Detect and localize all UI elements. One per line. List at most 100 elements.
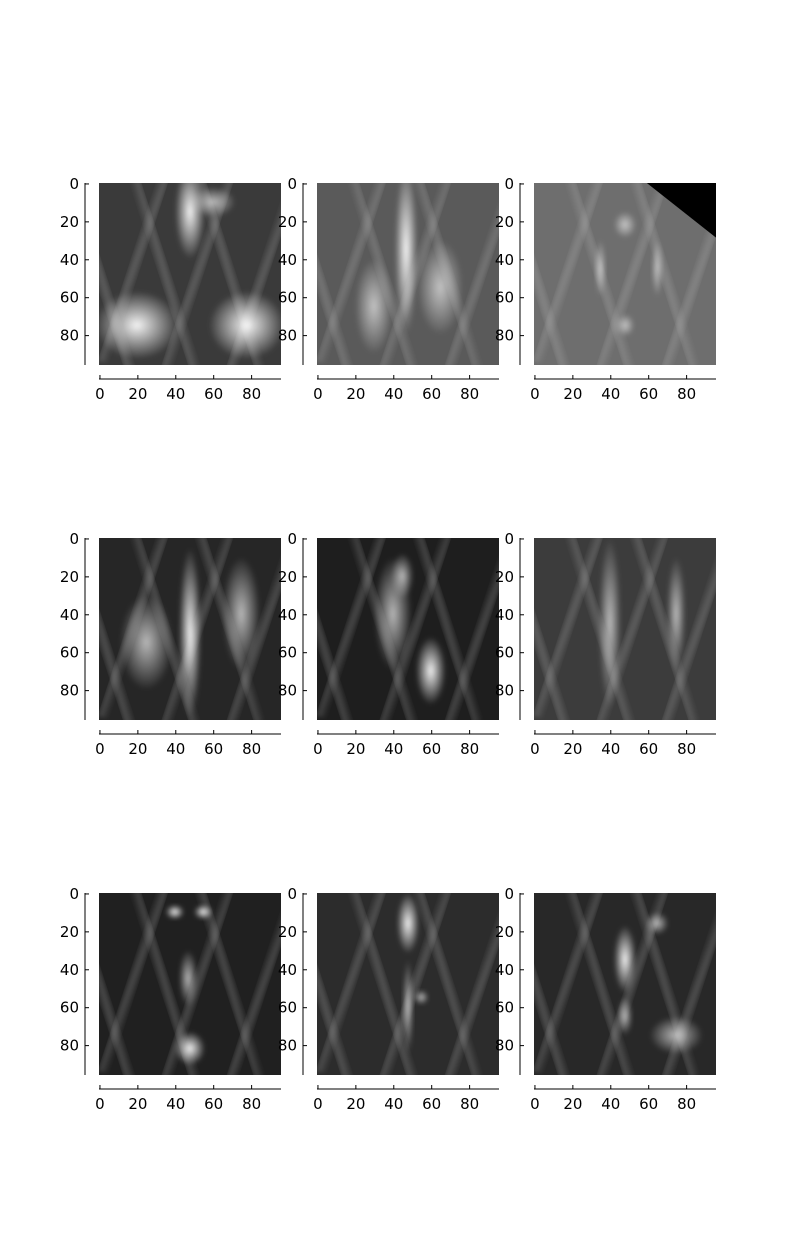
- x-tick-label: 20: [128, 385, 147, 403]
- y-tick-label: 60: [278, 644, 297, 662]
- y-tick-label: 0: [69, 885, 79, 903]
- grayscale-image: [99, 183, 281, 365]
- y-tick-label: 80: [60, 682, 79, 700]
- y-tick-label: 40: [60, 251, 79, 269]
- y-tick-label: 80: [60, 327, 79, 345]
- y-tick-label: 40: [278, 251, 297, 269]
- y-tick-label: 20: [495, 213, 514, 231]
- x-tick-label: 0: [530, 385, 540, 403]
- y-tick-label: 60: [278, 999, 297, 1017]
- x-tick-label: 80: [242, 1095, 261, 1113]
- y-tick-label: 40: [60, 606, 79, 624]
- x-tick-label: 80: [677, 740, 696, 758]
- y-tick-label: 80: [495, 682, 514, 700]
- x-tick-label: 40: [166, 1095, 185, 1113]
- x-tick-label: 60: [639, 385, 658, 403]
- x-tick-label: 20: [346, 740, 365, 758]
- y-tick-label: 20: [495, 923, 514, 941]
- x-tick-label: 20: [563, 1095, 582, 1113]
- y-tick-label: 20: [60, 568, 79, 586]
- x-tick-label: 20: [346, 385, 365, 403]
- grayscale-image: [99, 538, 281, 720]
- x-tick-label: 0: [530, 740, 540, 758]
- x-tick-label: 20: [346, 1095, 365, 1113]
- y-tick-label: 0: [69, 530, 79, 548]
- x-tick-label: 60: [204, 385, 223, 403]
- y-tick-label: 0: [287, 175, 297, 193]
- x-tick-label: 80: [677, 1095, 696, 1113]
- y-tick-label: 20: [278, 213, 297, 231]
- image-panel: 0 20 40 60 80 0 20 40 60 80: [60, 175, 281, 403]
- y-tick-label: 40: [60, 961, 79, 979]
- x-tick-label: 0: [95, 740, 105, 758]
- grayscale-image: [99, 893, 281, 1075]
- y-tick-label: 80: [278, 682, 297, 700]
- image-panel: 0 20 40 60 80 0 20 40 60 80: [278, 885, 499, 1113]
- y-tick-label: 20: [495, 568, 514, 586]
- grayscale-image: [317, 893, 499, 1075]
- x-tick-label: 80: [677, 385, 696, 403]
- y-tick-label: 60: [278, 289, 297, 307]
- y-tick-label: 0: [504, 885, 514, 903]
- y-tick-label: 60: [495, 644, 514, 662]
- y-tick-label: 80: [495, 327, 514, 345]
- grayscale-image: [534, 183, 716, 365]
- x-tick-label: 60: [422, 385, 441, 403]
- x-tick-label: 0: [530, 1095, 540, 1113]
- grayscale-image: [317, 538, 499, 720]
- x-tick-label: 0: [313, 385, 323, 403]
- y-tick-label: 20: [278, 923, 297, 941]
- image-panel: 0 20 40 60 80 0 20 40 60 80: [278, 530, 499, 758]
- y-tick-label: 0: [287, 885, 297, 903]
- y-tick-label: 0: [504, 530, 514, 548]
- image-panel: 0 20 40 60 80 0 20 40 60 80: [278, 175, 499, 403]
- grayscale-image: [317, 183, 499, 365]
- y-tick-label: 80: [495, 1037, 514, 1055]
- x-tick-label: 40: [601, 740, 620, 758]
- x-tick-label: 40: [601, 385, 620, 403]
- y-tick-label: 60: [60, 644, 79, 662]
- y-tick-label: 60: [60, 289, 79, 307]
- x-tick-label: 80: [242, 740, 261, 758]
- y-tick-label: 20: [278, 568, 297, 586]
- x-tick-label: 40: [384, 1095, 403, 1113]
- x-tick-label: 60: [204, 1095, 223, 1113]
- y-tick-label: 40: [278, 961, 297, 979]
- x-tick-label: 0: [313, 1095, 323, 1113]
- x-tick-label: 20: [128, 1095, 147, 1113]
- y-tick-label: 60: [495, 999, 514, 1017]
- x-tick-label: 60: [422, 740, 441, 758]
- y-tick-label: 60: [60, 999, 79, 1017]
- x-tick-label: 0: [95, 385, 105, 403]
- x-tick-label: 80: [242, 385, 261, 403]
- x-tick-label: 40: [384, 740, 403, 758]
- x-tick-label: 40: [384, 385, 403, 403]
- x-tick-label: 80: [460, 1095, 479, 1113]
- y-tick-label: 20: [60, 213, 79, 231]
- image-panel: 0 20 40 60 80 0 20 40 60 80: [60, 885, 281, 1113]
- x-tick-label: 60: [204, 740, 223, 758]
- x-tick-label: 80: [460, 740, 479, 758]
- x-tick-label: 80: [460, 385, 479, 403]
- x-tick-label: 20: [563, 385, 582, 403]
- image-panel: 0 20 40 60 80 0 20 40 60 80: [495, 530, 716, 758]
- y-tick-label: 80: [278, 327, 297, 345]
- x-tick-label: 60: [422, 1095, 441, 1113]
- y-tick-label: 0: [287, 530, 297, 548]
- x-tick-label: 40: [166, 385, 185, 403]
- y-tick-label: 40: [495, 251, 514, 269]
- y-tick-label: 40: [278, 606, 297, 624]
- y-tick-label: 40: [495, 606, 514, 624]
- y-tick-label: 40: [495, 961, 514, 979]
- y-tick-label: 0: [504, 175, 514, 193]
- x-tick-label: 20: [128, 740, 147, 758]
- x-tick-label: 0: [313, 740, 323, 758]
- y-tick-label: 60: [495, 289, 514, 307]
- grayscale-image: [534, 538, 716, 720]
- y-tick-label: 0: [69, 175, 79, 193]
- x-tick-label: 60: [639, 740, 658, 758]
- image-panel: 0 20 40 60 80 0 20 40 60 80: [60, 530, 281, 758]
- x-tick-label: 40: [166, 740, 185, 758]
- x-tick-label: 20: [563, 740, 582, 758]
